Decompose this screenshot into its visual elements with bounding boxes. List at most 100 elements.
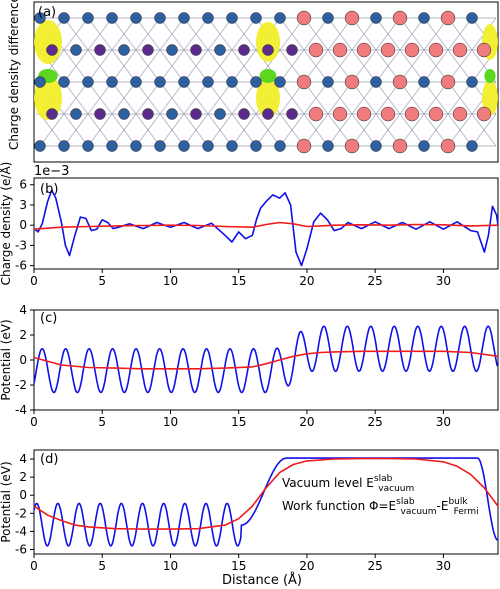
- y-tick-label: -2: [15, 378, 27, 392]
- atom: [262, 44, 274, 56]
- atom: [370, 76, 382, 88]
- bond-line: [63, 49, 89, 83]
- isosurface-green: [259, 69, 277, 83]
- bond-line: [447, 17, 473, 51]
- bond-line: [375, 113, 401, 147]
- bond-line: [231, 81, 257, 115]
- atom: [262, 108, 274, 120]
- atom: [238, 108, 250, 120]
- atom: [250, 140, 262, 152]
- bond-line: [63, 81, 89, 115]
- atom: [118, 108, 130, 120]
- y-tick-label: 2: [19, 470, 27, 484]
- atom: [476, 106, 492, 122]
- atom: [34, 76, 46, 88]
- bond-line: [447, 81, 473, 115]
- panel-c-label: (c): [40, 311, 57, 326]
- atom: [106, 140, 118, 152]
- atom: [34, 12, 46, 24]
- atom: [238, 44, 250, 56]
- x-tick-label: 15: [231, 559, 246, 573]
- atom: [466, 12, 478, 24]
- bond-line: [159, 113, 185, 147]
- bond-line: [87, 17, 113, 51]
- atom: [202, 12, 214, 24]
- y-tick-label: -3: [15, 238, 27, 252]
- x-tick-label: 5: [98, 415, 106, 429]
- series-blue-potential-d: [33, 457, 498, 547]
- panel-b-label: (b): [40, 182, 58, 197]
- atom: [58, 12, 70, 24]
- annotation-vacuum: Vacuum level Eslab vacuum: [282, 474, 414, 494]
- y-tick-label: 6: [19, 178, 27, 192]
- atom: [344, 138, 360, 154]
- y-tick-label: 0: [19, 218, 27, 232]
- atom: [332, 42, 348, 58]
- bond-line: [255, 113, 281, 147]
- atom: [308, 106, 324, 122]
- atom: [202, 140, 214, 152]
- y-tick-label: -4: [15, 403, 27, 417]
- x-tick-label: 20: [299, 274, 314, 288]
- atom: [380, 42, 396, 58]
- atom: [466, 76, 478, 88]
- bond-line: [39, 113, 65, 147]
- atom: [380, 106, 396, 122]
- bond-line: [159, 81, 185, 115]
- bond-line: [231, 113, 257, 147]
- atom: [94, 108, 106, 120]
- atom: [250, 12, 262, 24]
- bond-line: [351, 81, 377, 115]
- atom: [392, 10, 408, 26]
- atom: [274, 140, 286, 152]
- atom: [296, 138, 312, 154]
- atom: [356, 42, 372, 58]
- bond-line: [111, 113, 137, 147]
- bond-line: [159, 49, 185, 83]
- atom: [226, 12, 238, 24]
- x-tick-label: 15: [231, 415, 246, 429]
- atom: [296, 10, 312, 26]
- bond-line: [183, 49, 209, 83]
- y-tick-label: 0: [19, 353, 27, 367]
- series-blue-charge-density: [33, 189, 499, 267]
- bond-line: [231, 49, 257, 83]
- panel-a-structure: (a) Charge density difference: [7, 0, 499, 163]
- x-tick-label: 10: [163, 274, 178, 288]
- atom: [130, 140, 142, 152]
- bond-line: [111, 81, 137, 115]
- x-tick-label: 10: [163, 559, 178, 573]
- bond-line: [207, 113, 233, 147]
- atom: [286, 44, 298, 56]
- y-tick-label: -4: [15, 524, 27, 538]
- atom: [106, 12, 118, 24]
- panel-d-potential: 0 5 10 15 20 25 30 -6 -4 -2 0 2 4 Potential (eV): [0, 449, 499, 573]
- atom: [440, 138, 456, 154]
- atom: [370, 12, 382, 24]
- atom: [344, 74, 360, 90]
- isosurface-yellow: [256, 78, 280, 118]
- bond-line: [327, 49, 353, 83]
- atom: [82, 76, 94, 88]
- isosurface-yellow: [34, 20, 62, 64]
- bond-line: [135, 113, 161, 147]
- series-red-potential-c: [33, 350, 499, 370]
- bond-line: [471, 113, 497, 147]
- bond-line: [423, 49, 449, 83]
- x-tick-label: 30: [436, 415, 451, 429]
- bond-line: [135, 49, 161, 83]
- atom: [322, 140, 334, 152]
- bond-line: [87, 113, 113, 147]
- atom: [130, 76, 142, 88]
- y-tick-label: -6: [15, 542, 27, 556]
- axes-frame: [33, 449, 499, 555]
- y-tick-label: -2: [15, 506, 27, 520]
- atom: [46, 44, 58, 56]
- axes-frame: [33, 309, 499, 411]
- bond-line: [399, 17, 425, 51]
- bond-line: [87, 49, 113, 83]
- y-axis-label: Potential (eV): [0, 319, 13, 400]
- bond-line: [399, 81, 425, 115]
- bond-line: [207, 49, 233, 83]
- atom: [428, 106, 444, 122]
